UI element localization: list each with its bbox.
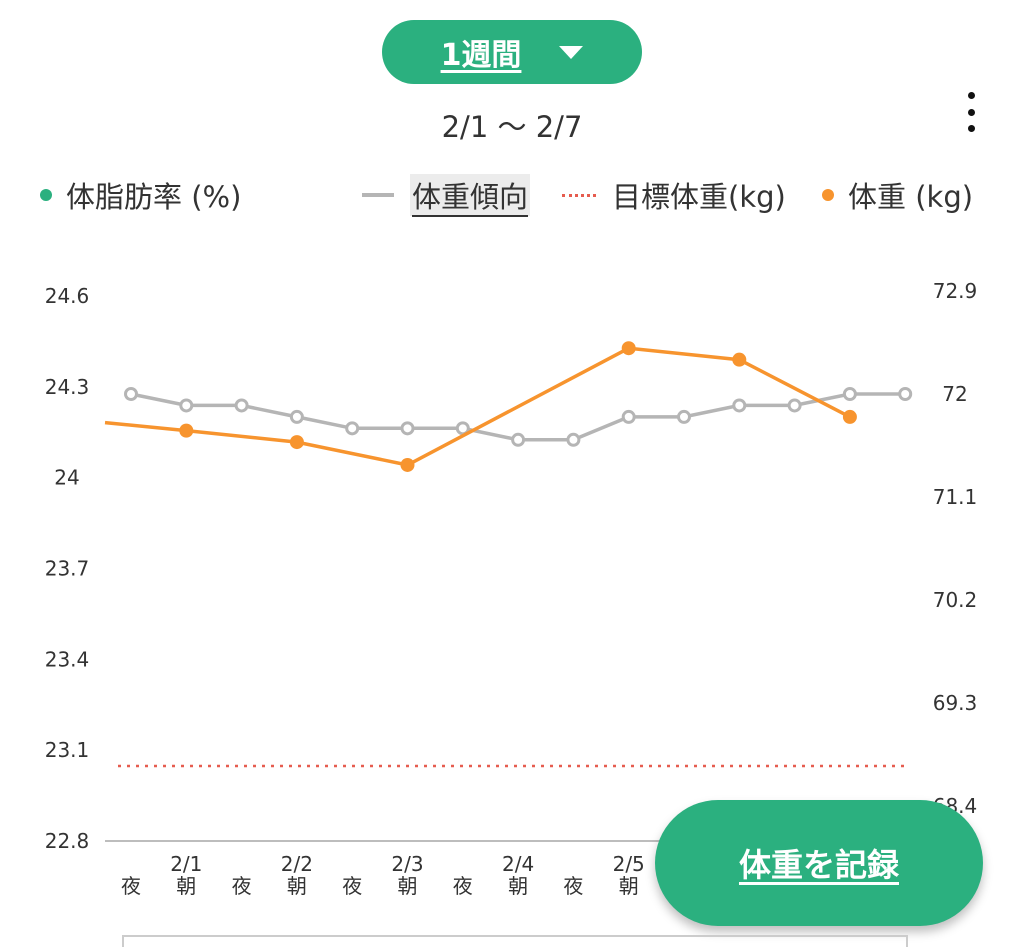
x-slot-label: 朝: [619, 874, 639, 898]
trend-point: [289, 409, 304, 424]
record-weight-label: 体重を記録: [738, 846, 899, 884]
trend-point: [732, 398, 747, 413]
x-slot-label: 夜: [563, 874, 583, 898]
x-slot-label: 朝: [287, 874, 307, 898]
gray-line-icon: [362, 193, 394, 197]
x-slot-label: 朝: [176, 874, 196, 898]
x-date-label: 2/5: [613, 852, 645, 876]
weight-point: [732, 352, 747, 367]
legend-label-trend: 体重傾向: [410, 174, 531, 216]
triangle-down-icon: [559, 45, 584, 59]
y-left-tick-label: 23.7: [45, 557, 90, 581]
weight-point: [289, 435, 304, 450]
y-left-tick-label: 24.3: [45, 375, 90, 399]
y-left-tick-label: 23.1: [45, 738, 90, 762]
legend-label-weight: 体重 (kg): [848, 180, 974, 214]
trend-point: [787, 398, 802, 413]
chart-legend: 体脂肪率 (%) 体重傾向 目標体重(kg) 体重 (kg): [0, 168, 1024, 218]
trend-point: [677, 409, 691, 424]
record-weight-button[interactable]: 体重を記録: [655, 800, 983, 926]
period-selector-label: 1週間: [440, 38, 522, 73]
legend-item-trend[interactable]: 体重傾向: [362, 174, 531, 216]
x-date-label: 2/4: [502, 852, 534, 876]
legend-item-target[interactable]: 目標体重(kg): [562, 174, 786, 216]
weight-point: [842, 409, 857, 424]
trend-point: [234, 398, 249, 413]
trend-point: [511, 432, 526, 447]
y-right-tick-label: 72: [942, 382, 967, 406]
x-date-label: 2/1: [170, 852, 202, 876]
trend-point: [124, 387, 138, 401]
y-left-tick-label: 22.8: [45, 829, 90, 853]
x-slot-label: 朝: [508, 874, 528, 898]
period-selector-button[interactable]: 1週間: [382, 20, 642, 84]
x-slot-label: 夜: [342, 874, 362, 898]
x-slot-label: 夜: [121, 874, 141, 898]
orange-dot-icon: [822, 189, 834, 201]
weight-point: [621, 341, 636, 356]
kebab-menu-icon[interactable]: [956, 92, 986, 132]
y-right-tick-label: 69.3: [933, 691, 978, 715]
green-dot-icon: [40, 189, 52, 201]
y-left-tick-label: 24.6: [45, 284, 90, 308]
trend-point: [842, 387, 857, 401]
trend-point: [345, 421, 360, 436]
trend-point: [621, 409, 636, 424]
trend-point: [400, 421, 415, 436]
legend-item-weight[interactable]: 体重 (kg): [822, 174, 973, 216]
legend-label-body-fat: 体脂肪率 (%): [66, 180, 242, 214]
x-slot-label: 朝: [398, 874, 418, 898]
red-dotted-line-icon: [562, 193, 596, 197]
y-right-tick-label: 72.9: [933, 279, 978, 303]
date-range-label: 2/1 ～ 2/7: [441, 110, 583, 144]
trend-point: [179, 398, 194, 413]
weight-point: [179, 423, 194, 438]
trend-point: [566, 432, 581, 447]
weight-point: [400, 457, 415, 472]
y-left-tick-label: 23.4: [45, 647, 90, 671]
trend-point: [898, 387, 913, 401]
y-right-tick-label: 70.2: [933, 588, 978, 612]
x-slot-label: 夜: [232, 874, 252, 898]
x-slot-label: 夜: [453, 874, 473, 898]
bottom-panel-edge: [122, 935, 908, 947]
x-date-label: 2/3: [391, 852, 423, 876]
y-left-tick-label: 24: [54, 466, 79, 490]
y-right-tick-label: 71.1: [933, 485, 978, 509]
x-date-label: 2/2: [281, 852, 313, 876]
legend-label-target: 目標体重(kg): [612, 180, 786, 214]
legend-item-body-fat[interactable]: 体脂肪率 (%): [40, 174, 241, 216]
